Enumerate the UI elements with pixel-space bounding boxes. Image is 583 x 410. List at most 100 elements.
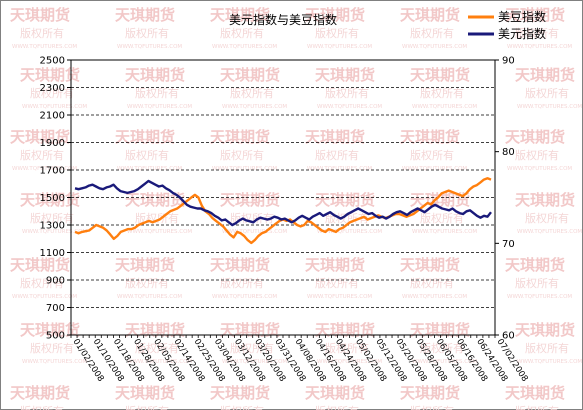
left-tick-label: 2100: [40, 111, 65, 122]
watermark-rights: 版权所有: [525, 86, 569, 100]
watermark-rights: 版权所有: [30, 86, 74, 100]
watermark-rights: 版权所有: [410, 148, 454, 162]
watermark-site: WWW.TQFUTURES.COM: [412, 229, 477, 235]
watermark-brand: 天琪期货: [125, 321, 185, 339]
watermark-site: WWW.TQFUTURES.COM: [317, 359, 382, 365]
watermark-brand: 天琪期货: [315, 66, 375, 84]
watermark-rights: 版权所有: [30, 341, 74, 355]
watermark-rights: 版权所有: [125, 26, 169, 40]
watermark-brand: 天琪期货: [220, 66, 280, 84]
watermark-brand: 天琪期货: [220, 191, 280, 209]
watermark-brand: 天琪期货: [400, 256, 460, 274]
right-tick-label: 60: [502, 331, 515, 342]
watermark-brand: 天琪期货: [305, 384, 365, 402]
watermark-rights: 版权所有: [515, 276, 559, 290]
watermark-site: WWW.TQFUTURES.COM: [517, 104, 582, 110]
watermark-site: WWW.TQFUTURES.COM: [127, 104, 192, 110]
watermark-rights: 版权所有: [20, 26, 64, 40]
watermark-site: WWW.TQFUTURES.COM: [402, 166, 467, 172]
watermark-rights: 版权所有: [515, 404, 559, 410]
watermark-rights: 版权所有: [20, 276, 64, 290]
watermark-rights: 版权所有: [325, 211, 369, 225]
left-tick-label: 700: [46, 303, 65, 314]
watermark-site: WWW.TQFUTURES.COM: [507, 44, 572, 50]
watermark-rights: 版权所有: [315, 276, 359, 290]
watermark-rights: 版权所有: [410, 404, 454, 410]
watermark-rights: 版权所有: [315, 148, 359, 162]
watermark-brand: 天琪期货: [305, 6, 365, 24]
watermark-rights: 版权所有: [220, 276, 264, 290]
watermark-site: WWW.TQFUTURES.COM: [117, 166, 182, 172]
watermark-site: WWW.TQFUTURES.COM: [222, 359, 287, 365]
series-layer: [74, 177, 492, 245]
left-tick-label: 1300: [40, 221, 65, 232]
legend-label: 美豆指数: [498, 9, 546, 24]
watermark-rights: 版权所有: [230, 211, 274, 225]
watermark-rights: 版权所有: [410, 276, 454, 290]
watermark-brand: 天琪期货: [210, 128, 270, 146]
watermark-site: WWW.TQFUTURES.COM: [22, 359, 87, 365]
watermark-rights: 版权所有: [515, 148, 559, 162]
watermark-brand: 天琪期货: [10, 256, 70, 274]
watermark-brand: 天琪期货: [315, 191, 375, 209]
left-axis: 500 700 900 1100 1300 1500 1700 1900 2100 2300 250…: [40, 56, 71, 342]
watermark-brand: 天琪期货: [315, 321, 375, 339]
left-tick-label: 900: [46, 276, 65, 287]
watermark-site: WWW.TQFUTURES.COM: [127, 359, 192, 365]
watermark-brand: 天琪期货: [305, 256, 365, 274]
watermark-brand: 天琪期货: [210, 6, 270, 24]
watermark-rights: 版权所有: [325, 341, 369, 355]
watermark-site: WWW.TQFUTURES.COM: [307, 44, 372, 50]
watermark-brand: 天琪期货: [305, 128, 365, 146]
watermark-site: WWW.TQFUTURES.COM: [412, 104, 477, 110]
watermark-site: WWW.TQFUTURES.COM: [212, 166, 277, 172]
left-tick-label: 1700: [40, 166, 65, 177]
right-tick-label: 70: [502, 239, 515, 250]
series-line-2: [74, 179, 492, 227]
left-tick-label: 500: [46, 331, 65, 342]
watermark-rights: 版权所有: [325, 86, 369, 100]
watermark-rights: 版权所有: [420, 86, 464, 100]
watermark-brand: 天琪期货: [505, 384, 565, 402]
left-tick-label: 2500: [40, 56, 65, 67]
watermark-rights: 版权所有: [30, 211, 74, 225]
right-tick-label: 90: [502, 56, 515, 67]
watermark-brand: 天琪期货: [20, 66, 80, 84]
watermark-brand: 天琪期货: [125, 191, 185, 209]
watermark-site: WWW.TQFUTURES.COM: [507, 294, 572, 300]
watermark-site: WWW.TQFUTURES.COM: [22, 104, 87, 110]
watermark-site: WWW.TQFUTURES.COM: [117, 294, 182, 300]
watermark-site: WWW.TQFUTURES.COM: [317, 229, 382, 235]
watermark-brand: 天琪期货: [515, 191, 575, 209]
watermark-brand: 天琪期货: [20, 321, 80, 339]
watermark-rights: 版权所有: [125, 148, 169, 162]
watermark-site: WWW.TQFUTURES.COM: [402, 294, 467, 300]
watermark-rights: 版权所有: [315, 26, 359, 40]
legend-label: 美元指数: [498, 26, 546, 41]
watermark-brand: 天琪期货: [10, 6, 70, 24]
watermark-site: WWW.TQFUTURES.COM: [317, 104, 382, 110]
watermark-rights: 版权所有: [220, 404, 264, 410]
watermark-brand: 天琪期货: [515, 66, 575, 84]
watermark-rights: 版权所有: [125, 276, 169, 290]
watermark-site: WWW.TQFUTURES.COM: [307, 166, 372, 172]
watermark-rights: 版权所有: [135, 86, 179, 100]
watermark-brand: 天琪期货: [210, 256, 270, 274]
left-tick-label: 2300: [40, 83, 65, 94]
watermark-rights: 版权所有: [220, 26, 264, 40]
watermark-rights: 版权所有: [525, 341, 569, 355]
watermark-rights: 版权所有: [515, 26, 559, 40]
watermark-rights: 版权所有: [135, 341, 179, 355]
watermark-brand: 天琪期货: [115, 384, 175, 402]
watermark-site: WWW.TQFUTURES.COM: [117, 44, 182, 50]
watermark-brand: 天琪期货: [515, 321, 575, 339]
watermark-site: WWW.TQFUTURES.COM: [127, 229, 192, 235]
watermark-brand: 天琪期货: [505, 128, 565, 146]
watermark-rights: 版权所有: [20, 404, 64, 410]
left-tick-label: 1500: [40, 193, 65, 204]
watermark-brand: 天琪期货: [400, 6, 460, 24]
watermark-brand: 天琪期货: [115, 128, 175, 146]
watermark-brand: 天琪期货: [115, 256, 175, 274]
